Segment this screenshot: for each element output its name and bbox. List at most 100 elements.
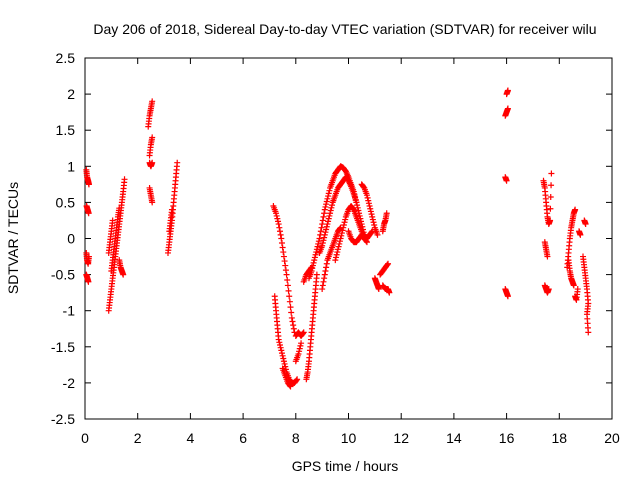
data-point [504,87,511,94]
data-point [116,205,123,212]
data-point [350,205,357,212]
data-point [286,382,293,389]
y-tick-label: -1.5 [51,339,75,355]
axis-tick-labels: 0 2 4 6 8 10 12 14 16 18 20 -2.5 -2 -1.5 -1 -0.5 0 0.5 1 1.… [51,50,620,446]
data-point [342,216,349,223]
data-point [276,339,283,346]
data-point [577,231,584,238]
data-point [311,254,318,261]
data-point [276,341,283,348]
y-tick-label: 2 [67,86,75,102]
data-point [296,348,303,355]
y-tick-label: -2 [63,375,76,391]
x-tick-label: 10 [341,430,357,446]
data-point [286,298,293,305]
data-point [319,282,326,289]
data-point [283,271,290,278]
data-point [365,200,372,207]
data-point [582,221,589,228]
x-tick-label: 14 [446,430,462,446]
x-tick-label: 16 [499,430,515,446]
data-point [273,210,280,217]
y-axis-title: SDTVAR / TECUs [5,182,21,294]
data-point [324,221,331,228]
data-point [368,229,375,236]
data-point [309,265,316,272]
data-point [365,197,372,204]
data-point [383,210,390,217]
data-point [310,259,317,266]
data-point [325,215,332,222]
data-point [375,286,382,293]
data-point [353,199,360,206]
data-point [312,251,319,258]
data-point [280,249,287,256]
data-point [364,194,371,201]
data-point [313,271,320,278]
data-point [335,243,342,250]
data-point [311,257,318,264]
data-point [548,170,555,177]
data-point [297,342,304,349]
data-point [168,206,175,213]
data-point [278,347,285,354]
data-point [354,202,361,209]
data-point [281,360,288,367]
data-point [574,286,581,293]
data-point [355,207,362,214]
data-point [278,240,285,247]
data-point [174,159,181,166]
data-point [316,235,323,242]
data-point [341,219,348,226]
data-point [325,190,332,197]
data-point [287,383,294,390]
data-point [85,181,92,188]
data-point [332,257,339,264]
y-tick-label: -2.5 [51,411,75,427]
data-point [360,184,367,191]
data-point [363,192,370,199]
x-tick-label: 2 [134,430,142,446]
y-tick-label: -1 [63,303,76,319]
data-point [322,203,329,210]
data-point [149,134,156,141]
data-point [85,210,92,217]
data-point [282,262,289,269]
x-axis-title: GPS time / hours [292,458,399,474]
data-point [328,204,335,211]
data-point [109,217,116,224]
data-point [386,289,393,296]
data-point [319,286,326,293]
data-point [285,287,292,294]
data-point [572,206,579,213]
data-point [308,267,315,274]
data-point [548,182,555,189]
data-point [323,264,330,271]
data-point [504,105,511,112]
data-point [300,329,307,336]
data-point [276,224,283,231]
data-point [321,275,328,282]
data-point [321,271,328,278]
data-point [336,238,343,245]
data-point [280,358,287,365]
data-point [290,322,297,329]
y-tick-label: 1.5 [56,122,76,138]
data-point [149,159,156,166]
data-point [309,262,316,269]
data-point [337,235,344,242]
data-point [279,352,286,359]
data-point [281,258,288,265]
data-point [295,351,302,358]
data-point [327,207,334,214]
axis-ticks [84,57,613,420]
data-point [326,212,333,219]
data-point [288,309,295,316]
data-point [282,267,289,274]
data-point [336,240,343,247]
data-point [319,221,326,228]
data-point [324,195,331,202]
data-point [318,224,325,231]
y-tick-label: 0 [67,231,75,247]
